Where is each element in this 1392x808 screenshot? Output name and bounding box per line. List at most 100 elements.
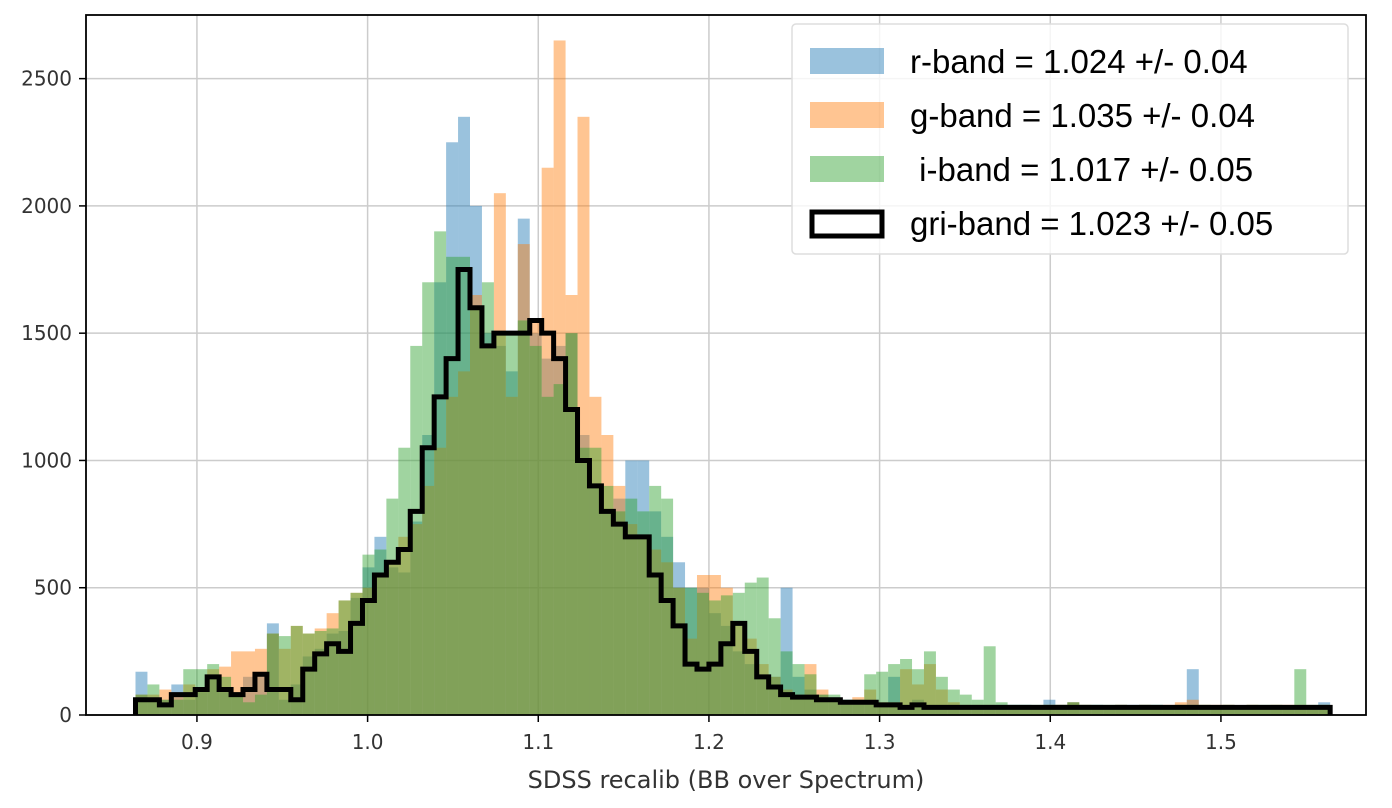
histogram-bar	[732, 651, 745, 715]
histogram-bar	[481, 333, 494, 715]
histogram-bar	[1306, 707, 1319, 715]
histogram-bar	[637, 511, 650, 715]
histogram-bar	[1210, 707, 1223, 715]
histogram-bar	[816, 689, 829, 715]
histogram-bar	[971, 704, 984, 715]
histogram-bar	[1198, 704, 1211, 715]
histogram-bars	[135, 40, 1331, 716]
histogram-bar	[1115, 704, 1128, 715]
histogram-bar	[1258, 707, 1271, 715]
histogram-bar	[589, 485, 602, 715]
histogram-bar	[314, 631, 327, 715]
histogram-bar	[553, 384, 566, 715]
histogram-bar	[541, 396, 554, 715]
histogram-bar	[804, 689, 817, 715]
histogram-bar	[923, 704, 936, 715]
histogram-bar	[1079, 704, 1092, 715]
y-tick-label: 1500	[21, 321, 72, 345]
histogram-bar	[458, 371, 470, 715]
histogram-bar	[876, 702, 889, 715]
histogram-bar	[481, 345, 494, 715]
histogram-bar	[458, 116, 470, 716]
histogram-bar	[601, 485, 614, 715]
histogram-bar	[278, 636, 291, 715]
histogram-bar	[720, 595, 733, 715]
histogram-bar	[1258, 704, 1271, 715]
histogram-bar	[852, 697, 865, 715]
histogram-bar	[1306, 707, 1319, 715]
histogram-bar	[326, 628, 339, 715]
histogram-bar	[338, 600, 351, 715]
histogram-bar	[685, 638, 697, 715]
histogram-bar	[1139, 704, 1151, 715]
histogram-bar	[816, 694, 829, 715]
histogram-bar	[828, 697, 841, 715]
y-tick-label: 2000	[21, 194, 72, 218]
histogram-bar	[207, 679, 220, 715]
histogram-bar	[1150, 704, 1163, 715]
histogram-bar	[505, 333, 518, 715]
histogram-bar	[1079, 704, 1092, 715]
step-histogram	[132, 267, 1333, 715]
histogram-bar	[446, 256, 459, 715]
histogram-bar	[696, 575, 709, 715]
histogram-bar	[995, 707, 1008, 715]
histogram-bar	[159, 699, 172, 715]
histogram-bar	[708, 575, 721, 715]
histogram-bar	[135, 671, 148, 715]
histogram-bar	[983, 704, 996, 715]
histogram-bar	[1091, 707, 1104, 715]
x-tick-label: 1.4	[1034, 730, 1066, 754]
histogram-bar	[422, 485, 435, 715]
histogram-bar	[804, 664, 817, 715]
histogram-bar	[923, 651, 936, 715]
histogram-bar	[876, 671, 889, 715]
histogram-bar	[290, 625, 303, 715]
histogram-bar	[362, 567, 375, 715]
histogram-bar	[732, 592, 745, 715]
histogram-bar	[804, 674, 817, 715]
histogram-bar	[780, 651, 793, 715]
histogram-bar	[661, 498, 674, 715]
histogram-bar	[1282, 707, 1295, 715]
histogram-bar	[147, 699, 160, 715]
legend-label: g-band = 1.035 +/- 0.04	[910, 97, 1255, 134]
histogram-bar	[1031, 707, 1044, 715]
histogram-bar	[959, 704, 972, 715]
histogram-bar	[493, 193, 506, 715]
histogram-bar	[1019, 704, 1032, 715]
histogram-bar	[1031, 704, 1044, 715]
histogram-bar	[529, 333, 542, 715]
histogram-bar	[685, 587, 697, 715]
histogram-bar	[374, 549, 387, 715]
histogram-bar	[350, 592, 363, 715]
histogram-bar	[696, 592, 709, 715]
histogram-bar	[1270, 704, 1283, 715]
histogram-bar	[481, 282, 494, 715]
histogram-bar	[231, 692, 244, 715]
histogram-bar	[792, 694, 805, 715]
histogram-bar	[434, 282, 447, 715]
histogram-bar	[314, 628, 327, 715]
histogram-bar	[219, 692, 232, 715]
histogram-bar	[410, 524, 423, 715]
histogram-bar	[278, 648, 291, 715]
histogram-bar	[732, 625, 745, 715]
histogram-bar	[1007, 707, 1020, 715]
histogram-bar	[386, 498, 399, 715]
histogram-bar	[362, 587, 375, 715]
histogram-bar	[1174, 704, 1187, 715]
histogram-bar	[541, 167, 554, 715]
histogram-bar	[207, 669, 220, 715]
histogram-bar	[565, 333, 578, 715]
histogram-bar	[923, 664, 936, 715]
legend-label: r-band = 1.024 +/- 0.04	[910, 43, 1248, 80]
histogram-bar	[983, 704, 996, 715]
x-tick-label: 1.0	[352, 730, 384, 754]
histogram-bar	[1103, 707, 1116, 715]
histogram-bar	[243, 702, 255, 715]
histogram-bar	[864, 674, 877, 715]
histogram-bar	[1127, 707, 1140, 715]
histogram-bar	[1055, 704, 1068, 715]
